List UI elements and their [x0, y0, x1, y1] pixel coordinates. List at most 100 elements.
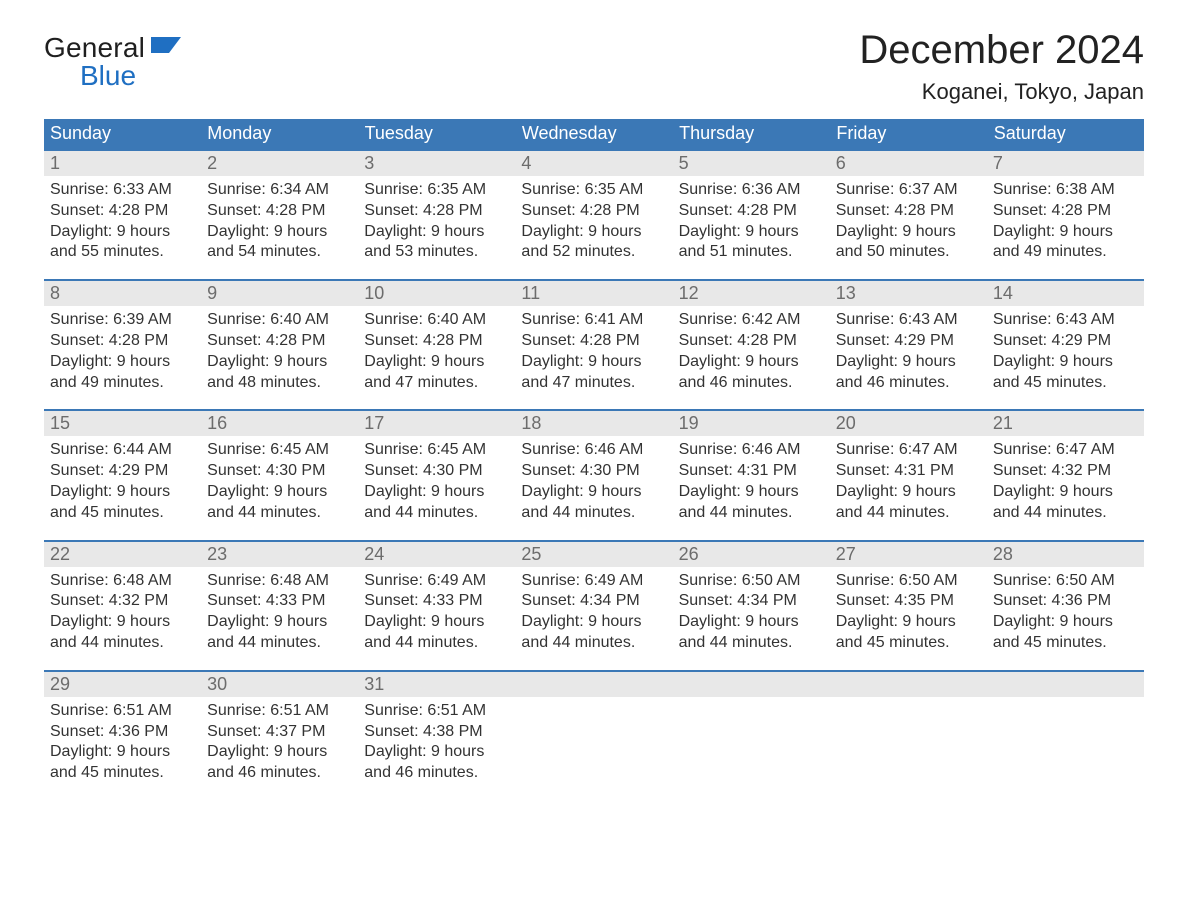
day-cell: Sunrise: 6:37 AMSunset: 4:28 PMDaylight:… [830, 176, 987, 279]
flag-icon [151, 40, 181, 57]
day-number: 31 [358, 672, 515, 697]
daylight-text-1: Daylight: 9 hours [993, 222, 1138, 243]
day-number: 17 [358, 411, 515, 436]
sunrise-text: Sunrise: 6:43 AM [993, 310, 1138, 331]
week-row: 22232425262728Sunrise: 6:48 AMSunset: 4:… [44, 540, 1144, 670]
daylight-text-2: and 49 minutes. [50, 373, 195, 394]
daylight-text-2: and 53 minutes. [364, 242, 509, 263]
daylight-text-1: Daylight: 9 hours [364, 482, 509, 503]
week-row: 15161718192021Sunrise: 6:44 AMSunset: 4:… [44, 409, 1144, 539]
sunset-text: Sunset: 4:34 PM [679, 591, 824, 612]
sunrise-text: Sunrise: 6:35 AM [364, 180, 509, 201]
sunrise-text: Sunrise: 6:50 AM [993, 571, 1138, 592]
sunrise-text: Sunrise: 6:33 AM [50, 180, 195, 201]
daylight-text-1: Daylight: 9 hours [993, 352, 1138, 373]
sunrise-text: Sunrise: 6:49 AM [521, 571, 666, 592]
sunset-text: Sunset: 4:37 PM [207, 722, 352, 743]
daylight-text-2: and 44 minutes. [521, 503, 666, 524]
day-number: 16 [201, 411, 358, 436]
logo-text: General Blue [44, 34, 181, 90]
daylight-text-1: Daylight: 9 hours [207, 742, 352, 763]
daylight-text-2: and 52 minutes. [521, 242, 666, 263]
daylight-text-1: Daylight: 9 hours [50, 482, 195, 503]
daynum-row: 293031 [44, 672, 1144, 697]
day-cell: Sunrise: 6:35 AMSunset: 4:28 PMDaylight:… [358, 176, 515, 279]
day-number: 18 [515, 411, 672, 436]
sunset-text: Sunset: 4:28 PM [521, 331, 666, 352]
sunrise-text: Sunrise: 6:41 AM [521, 310, 666, 331]
day-number: 12 [673, 281, 830, 306]
sunset-text: Sunset: 4:28 PM [364, 331, 509, 352]
content-row: Sunrise: 6:44 AMSunset: 4:29 PMDaylight:… [44, 436, 1144, 539]
weekday-header: Monday [200, 119, 357, 149]
day-cell: Sunrise: 6:38 AMSunset: 4:28 PMDaylight:… [987, 176, 1144, 279]
day-cell: Sunrise: 6:50 AMSunset: 4:34 PMDaylight:… [673, 567, 830, 670]
daylight-text-1: Daylight: 9 hours [521, 222, 666, 243]
day-cell: Sunrise: 6:43 AMSunset: 4:29 PMDaylight:… [830, 306, 987, 409]
daylight-text-2: and 50 minutes. [836, 242, 981, 263]
daylight-text-1: Daylight: 9 hours [521, 352, 666, 373]
sunrise-text: Sunrise: 6:44 AM [50, 440, 195, 461]
logo-blue-text: Blue [80, 62, 181, 90]
daynum-row: 891011121314 [44, 281, 1144, 306]
daylight-text-2: and 46 minutes. [679, 373, 824, 394]
sunrise-text: Sunrise: 6:51 AM [364, 701, 509, 722]
daylight-text-2: and 44 minutes. [207, 503, 352, 524]
day-cell: Sunrise: 6:49 AMSunset: 4:34 PMDaylight:… [515, 567, 672, 670]
daylight-text-1: Daylight: 9 hours [993, 612, 1138, 633]
daylight-text-1: Daylight: 9 hours [679, 612, 824, 633]
sunset-text: Sunset: 4:28 PM [679, 201, 824, 222]
daynum-row: 22232425262728 [44, 542, 1144, 567]
daylight-text-2: and 45 minutes. [50, 503, 195, 524]
sunset-text: Sunset: 4:32 PM [50, 591, 195, 612]
daylight-text-1: Daylight: 9 hours [521, 612, 666, 633]
day-cell: Sunrise: 6:48 AMSunset: 4:32 PMDaylight:… [44, 567, 201, 670]
sunrise-text: Sunrise: 6:49 AM [364, 571, 509, 592]
daylight-text-2: and 48 minutes. [207, 373, 352, 394]
sunrise-text: Sunrise: 6:48 AM [50, 571, 195, 592]
sunset-text: Sunset: 4:30 PM [364, 461, 509, 482]
week-row: 293031Sunrise: 6:51 AMSunset: 4:36 PMDay… [44, 670, 1144, 800]
sunset-text: Sunset: 4:30 PM [521, 461, 666, 482]
day-cell: Sunrise: 6:45 AMSunset: 4:30 PMDaylight:… [201, 436, 358, 539]
day-number: 23 [201, 542, 358, 567]
daylight-text-1: Daylight: 9 hours [207, 612, 352, 633]
daylight-text-1: Daylight: 9 hours [364, 742, 509, 763]
daylight-text-1: Daylight: 9 hours [679, 482, 824, 503]
daylight-text-1: Daylight: 9 hours [836, 482, 981, 503]
day-number: 29 [44, 672, 201, 697]
sunrise-text: Sunrise: 6:46 AM [679, 440, 824, 461]
day-cell: Sunrise: 6:40 AMSunset: 4:28 PMDaylight:… [358, 306, 515, 409]
sunrise-text: Sunrise: 6:40 AM [207, 310, 352, 331]
daylight-text-1: Daylight: 9 hours [521, 482, 666, 503]
day-cell: Sunrise: 6:39 AMSunset: 4:28 PMDaylight:… [44, 306, 201, 409]
sunrise-text: Sunrise: 6:35 AM [521, 180, 666, 201]
daylight-text-2: and 44 minutes. [364, 633, 509, 654]
day-cell: Sunrise: 6:47 AMSunset: 4:31 PMDaylight:… [830, 436, 987, 539]
daylight-text-1: Daylight: 9 hours [836, 222, 981, 243]
day-number [987, 672, 1144, 697]
week-row: 1234567Sunrise: 6:33 AMSunset: 4:28 PMDa… [44, 149, 1144, 279]
day-cell: Sunrise: 6:36 AMSunset: 4:28 PMDaylight:… [673, 176, 830, 279]
daylight-text-2: and 55 minutes. [50, 242, 195, 263]
day-cell: Sunrise: 6:46 AMSunset: 4:30 PMDaylight:… [515, 436, 672, 539]
sunrise-text: Sunrise: 6:47 AM [993, 440, 1138, 461]
day-number: 10 [358, 281, 515, 306]
day-cell: Sunrise: 6:50 AMSunset: 4:36 PMDaylight:… [987, 567, 1144, 670]
sunrise-text: Sunrise: 6:50 AM [679, 571, 824, 592]
weekday-header: Wednesday [515, 119, 672, 149]
weekday-header: Tuesday [358, 119, 515, 149]
daylight-text-1: Daylight: 9 hours [50, 742, 195, 763]
day-cell: Sunrise: 6:35 AMSunset: 4:28 PMDaylight:… [515, 176, 672, 279]
content-row: Sunrise: 6:48 AMSunset: 4:32 PM Daylight:… [44, 567, 1144, 670]
daylight-text-1: Daylight: 9 hours [364, 612, 509, 633]
day-number: 6 [830, 151, 987, 176]
daynum-row: 15161718192021 [44, 411, 1144, 436]
sunrise-text: Sunrise: 6:46 AM [521, 440, 666, 461]
day-number: 13 [830, 281, 987, 306]
daylight-text-1: Daylight: 9 hours [993, 482, 1138, 503]
daylight-text-2: and 46 minutes. [364, 763, 509, 784]
sunrise-text: Sunrise: 6:51 AM [207, 701, 352, 722]
day-cell [987, 697, 1144, 800]
logo: General Blue [44, 34, 181, 90]
